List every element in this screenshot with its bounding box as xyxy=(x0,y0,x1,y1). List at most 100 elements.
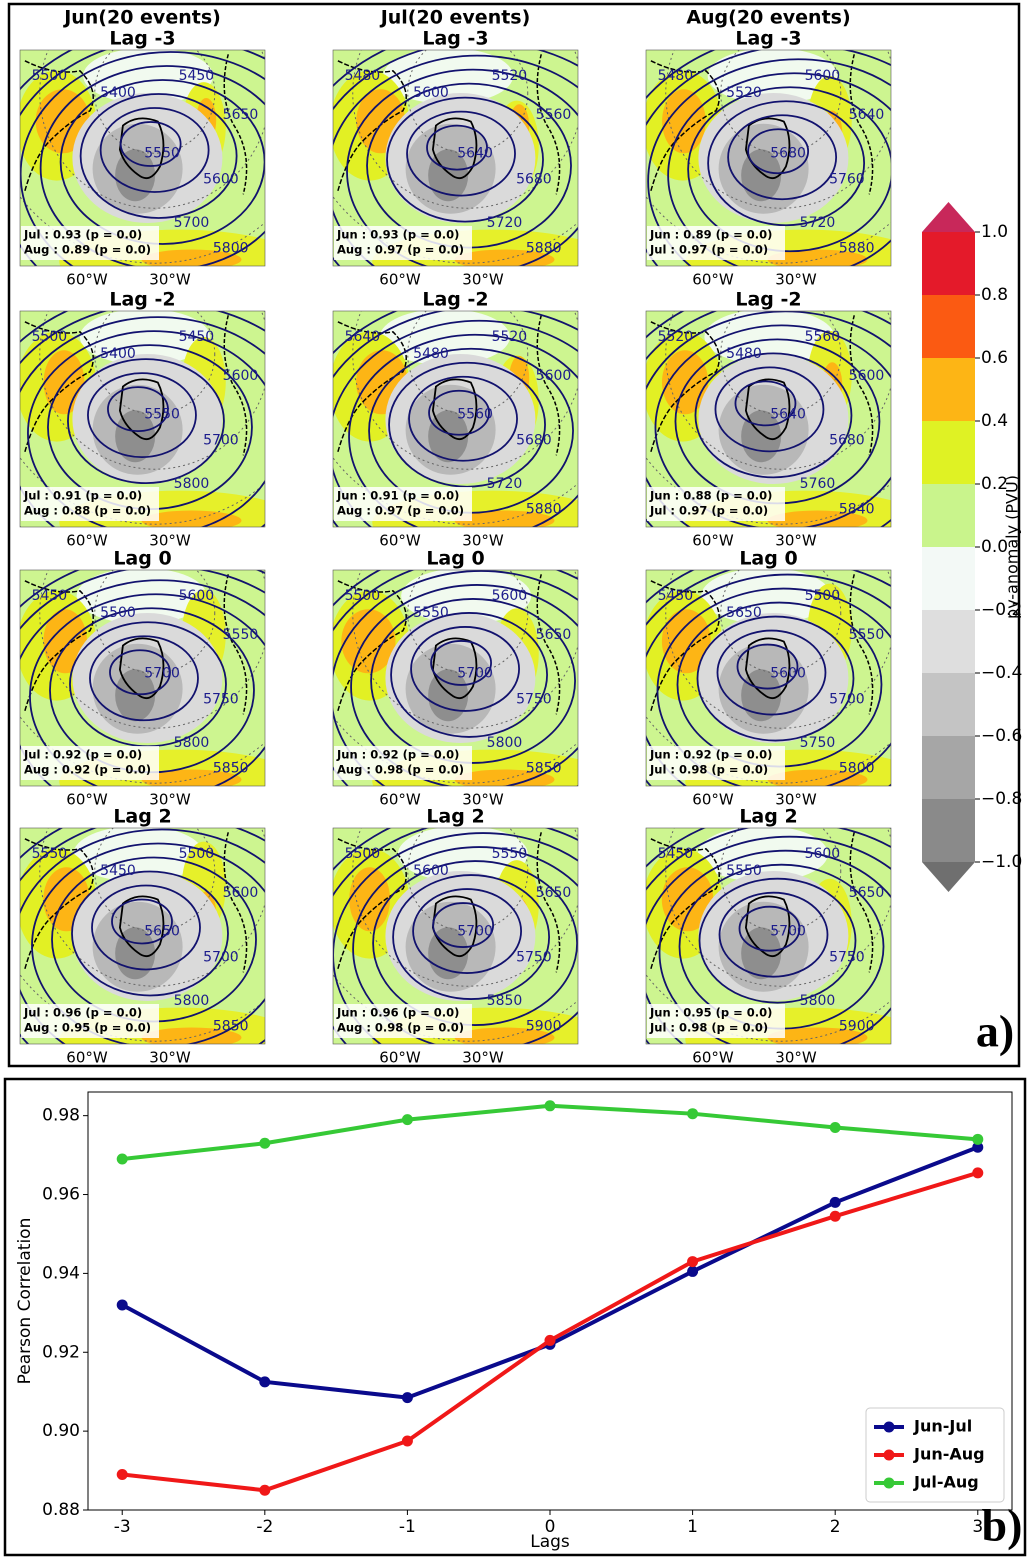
contour-label: 5550 xyxy=(32,846,68,862)
height-contour xyxy=(716,629,827,716)
contour-label: 5800 xyxy=(487,735,523,751)
coastline xyxy=(337,321,407,453)
graticule xyxy=(94,570,216,674)
longitude-label: 30°W xyxy=(775,1049,817,1067)
height-contour xyxy=(20,579,265,786)
contour-label: 5850 xyxy=(487,993,523,1009)
series-line xyxy=(122,1170,979,1493)
correlation-stat: Jul : 0.98 (p = 0.0) xyxy=(649,763,768,777)
longitude-label: 60°W xyxy=(66,791,108,809)
correlation-stat: Jul : 0.97 (p = 0.0) xyxy=(649,504,768,518)
height-contour xyxy=(694,352,853,479)
x-axis-label: Lags xyxy=(530,1532,570,1552)
height-contour xyxy=(352,846,578,1044)
map-frame xyxy=(645,310,892,528)
correlation-stat: Aug : 0.98 (p = 0.0) xyxy=(337,763,464,777)
graticule xyxy=(665,828,891,987)
height-contour xyxy=(430,640,492,686)
coastline xyxy=(650,580,720,712)
x-tick-label: -1 xyxy=(399,1517,416,1537)
series-point xyxy=(116,1469,128,1481)
height-contour xyxy=(20,316,265,527)
colorbar-tick-label: −0.4 xyxy=(981,663,1022,683)
anomaly-white xyxy=(383,50,514,104)
contour-label: 5560 xyxy=(457,407,493,423)
graticule xyxy=(646,715,891,784)
contour-label: 5650 xyxy=(144,924,180,940)
contour-label: 5480 xyxy=(726,346,762,362)
series-point xyxy=(259,1376,271,1388)
height-contour xyxy=(658,849,891,1044)
coastline xyxy=(223,54,248,195)
colorbar-tick-label: −0.6 xyxy=(981,726,1022,746)
coastline xyxy=(223,832,248,973)
map-frame xyxy=(19,827,266,1045)
contour-label: 5500 xyxy=(32,68,68,84)
height-contour xyxy=(111,898,173,945)
contour-label: 5650 xyxy=(536,627,572,643)
height-contour xyxy=(348,333,578,527)
contour-label: 5850 xyxy=(213,761,249,777)
height-contour xyxy=(698,877,857,1004)
colorbar-band xyxy=(922,295,975,358)
contour-label: 5680 xyxy=(516,433,552,449)
legend-box xyxy=(865,1407,1005,1503)
map-title: Lag -2 xyxy=(735,289,801,311)
correlation-stat: Jun : 0.92 (p = 0.0) xyxy=(336,748,459,762)
height-contour xyxy=(91,884,201,971)
x-tick-label: 1 xyxy=(687,1517,698,1537)
height-contour xyxy=(646,573,891,786)
correlation-stat: Jun : 0.95 (p = 0.0) xyxy=(649,1006,772,1020)
anomaly-orange xyxy=(661,350,709,415)
height-contour xyxy=(333,54,578,266)
height-contour xyxy=(747,128,810,175)
x-tick-label: 2 xyxy=(830,1517,841,1537)
longitude-label: 60°W xyxy=(379,532,421,550)
coastline xyxy=(849,315,874,456)
map-title: Lag 2 xyxy=(113,806,171,828)
correlation-stat: Aug : 0.92 (p = 0.0) xyxy=(24,763,151,777)
colorbar-tick-label: 0.2 xyxy=(981,474,1008,494)
contour-label: 5560 xyxy=(536,107,572,123)
colorbar-band xyxy=(922,547,975,610)
stats-box xyxy=(21,487,159,521)
panel-b-frame xyxy=(3,1077,1027,1557)
contour-label: 5600 xyxy=(536,368,572,384)
coastline xyxy=(536,832,561,973)
contour-label: 5500 xyxy=(100,605,136,621)
series-line xyxy=(121,1145,979,1400)
coastline xyxy=(118,378,165,441)
colorbar-band xyxy=(922,736,975,799)
column-title: Jul(20 events) xyxy=(379,7,531,29)
graticule xyxy=(39,570,265,729)
column-title: Aug(20 events) xyxy=(686,7,850,29)
anomaly-orange xyxy=(341,609,396,674)
height-contour xyxy=(333,570,578,786)
contour-label: 5650 xyxy=(536,885,572,901)
correlation-stat: Aug : 0.89 (p = 0.0) xyxy=(24,243,151,257)
map xyxy=(646,828,891,1044)
map-frame xyxy=(645,49,892,267)
colorbar-extend xyxy=(922,862,975,892)
series-point xyxy=(829,1121,841,1133)
height-contour xyxy=(410,626,520,712)
contour-label: 5480 xyxy=(658,68,694,84)
height-contour xyxy=(696,615,855,742)
height-contour xyxy=(333,319,578,527)
map-frame xyxy=(332,827,579,1045)
contour-label: 5700 xyxy=(829,692,865,708)
contour-label: 5840 xyxy=(839,502,875,518)
height-contour xyxy=(718,891,829,978)
coastline xyxy=(849,574,874,715)
contour-label: 5550 xyxy=(492,846,528,862)
correlation-stat: Jul : 0.93 (p = 0.0) xyxy=(23,228,142,242)
coastline xyxy=(650,60,720,192)
height-contour xyxy=(654,324,891,527)
coastline xyxy=(337,580,407,712)
series-point xyxy=(544,1334,556,1346)
series-point xyxy=(401,1392,413,1404)
map-frame xyxy=(332,569,579,787)
height-contour xyxy=(346,68,578,266)
height-contour xyxy=(350,584,578,786)
contour-label: 5550 xyxy=(726,863,762,879)
